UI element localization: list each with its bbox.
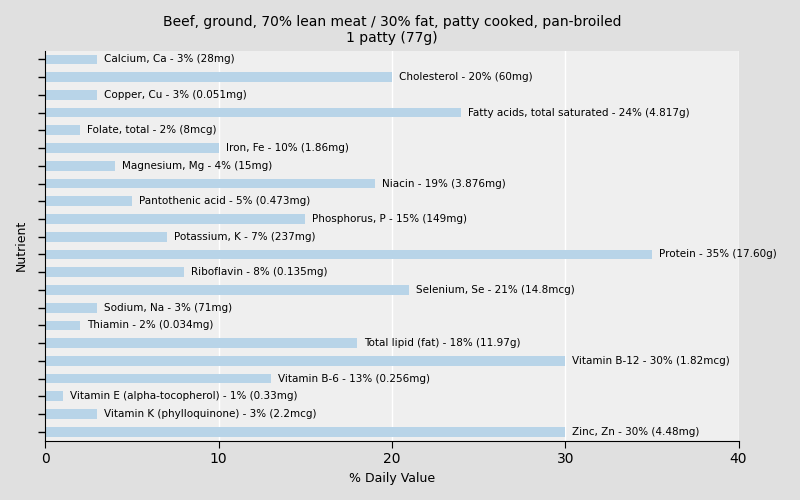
Text: Vitamin K (phylloquinone) - 3% (2.2mcg): Vitamin K (phylloquinone) - 3% (2.2mcg) (104, 409, 317, 419)
Bar (46, 427, 566, 436)
Bar (46, 126, 80, 135)
Text: Thiamin - 2% (0.034mg): Thiamin - 2% (0.034mg) (87, 320, 214, 330)
Bar (46, 268, 184, 277)
Bar (46, 196, 132, 206)
Title: Beef, ground, 70% lean meat / 30% fat, patty cooked, pan-broiled
1 patty (77g): Beef, ground, 70% lean meat / 30% fat, p… (162, 15, 622, 45)
Bar (46, 178, 374, 188)
Bar (46, 320, 80, 330)
Text: Protein - 35% (17.60g): Protein - 35% (17.60g) (659, 250, 777, 260)
Text: Calcium, Ca - 3% (28mg): Calcium, Ca - 3% (28mg) (104, 54, 235, 64)
Text: Sodium, Na - 3% (71mg): Sodium, Na - 3% (71mg) (104, 302, 233, 312)
Bar (46, 338, 358, 348)
Text: Fatty acids, total saturated - 24% (4.817g): Fatty acids, total saturated - 24% (4.81… (468, 108, 690, 118)
Bar (46, 392, 62, 401)
Bar (46, 285, 410, 295)
Bar (46, 303, 98, 312)
Bar (46, 54, 98, 64)
Bar (46, 72, 392, 82)
Text: Magnesium, Mg - 4% (15mg): Magnesium, Mg - 4% (15mg) (122, 161, 272, 171)
X-axis label: % Daily Value: % Daily Value (349, 472, 435, 485)
Text: Pantothenic acid - 5% (0.473mg): Pantothenic acid - 5% (0.473mg) (139, 196, 310, 206)
Bar (46, 214, 306, 224)
Bar (46, 161, 114, 170)
Text: Cholesterol - 20% (60mg): Cholesterol - 20% (60mg) (399, 72, 533, 82)
Text: Vitamin B-12 - 30% (1.82mcg): Vitamin B-12 - 30% (1.82mcg) (572, 356, 730, 366)
Bar (46, 409, 98, 419)
Bar (46, 356, 566, 366)
Bar (46, 90, 98, 100)
Bar (46, 250, 652, 260)
Text: Iron, Fe - 10% (1.86mg): Iron, Fe - 10% (1.86mg) (226, 143, 349, 153)
Y-axis label: Nutrient: Nutrient (15, 220, 28, 271)
Bar (46, 108, 462, 118)
Bar (46, 374, 270, 384)
Text: Phosphorus, P - 15% (149mg): Phosphorus, P - 15% (149mg) (312, 214, 467, 224)
Bar (46, 232, 166, 241)
Text: Selenium, Se - 21% (14.8mcg): Selenium, Se - 21% (14.8mcg) (416, 285, 575, 295)
Text: Riboflavin - 8% (0.135mg): Riboflavin - 8% (0.135mg) (191, 267, 327, 277)
Text: Potassium, K - 7% (237mg): Potassium, K - 7% (237mg) (174, 232, 315, 241)
Text: Vitamin E (alpha-tocopherol) - 1% (0.33mg): Vitamin E (alpha-tocopherol) - 1% (0.33m… (70, 392, 297, 402)
Bar (46, 143, 218, 153)
Text: Vitamin B-6 - 13% (0.256mg): Vitamin B-6 - 13% (0.256mg) (278, 374, 430, 384)
Text: Folate, total - 2% (8mcg): Folate, total - 2% (8mcg) (87, 126, 217, 136)
Text: Niacin - 19% (3.876mg): Niacin - 19% (3.876mg) (382, 178, 506, 188)
Text: Total lipid (fat) - 18% (11.97g): Total lipid (fat) - 18% (11.97g) (364, 338, 521, 348)
Text: Zinc, Zn - 30% (4.48mg): Zinc, Zn - 30% (4.48mg) (572, 427, 699, 437)
Text: Copper, Cu - 3% (0.051mg): Copper, Cu - 3% (0.051mg) (104, 90, 247, 100)
